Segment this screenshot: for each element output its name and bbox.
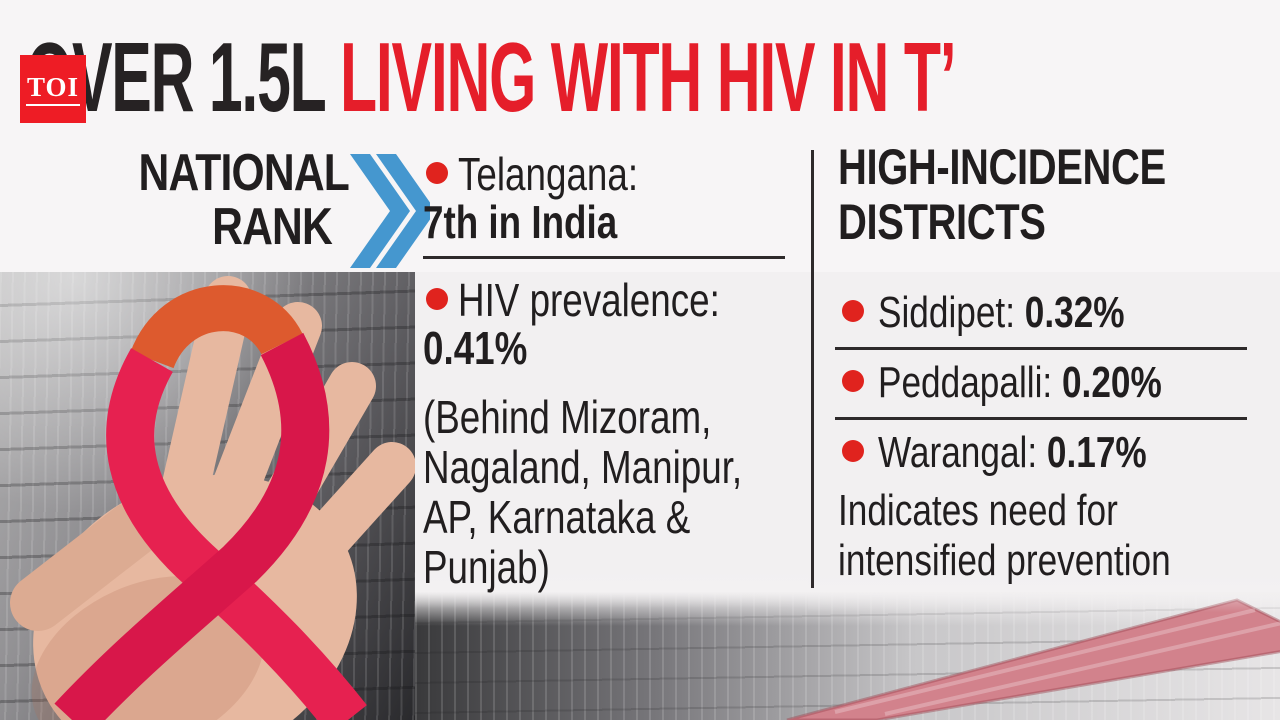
- bullet-red-dot-icon: [842, 440, 864, 462]
- bullet-red-dot-icon: [426, 162, 448, 184]
- hand-red-ribbon-photo: [0, 268, 415, 720]
- top-panel: [0, 0, 1280, 272]
- hand-red-ribbon-illustration: [10, 276, 415, 720]
- stat-telangana-value: 7th in India: [423, 196, 618, 248]
- bullet-red-dot-icon: [426, 288, 448, 310]
- divider: [835, 347, 1247, 350]
- divider: [423, 256, 785, 259]
- district-row-peddapalli: Peddapalli: 0.20%: [878, 358, 1162, 407]
- page-title-red: LIVING WITH HIV IN T’: [324, 22, 957, 132]
- stat-prevalence-value: 0.41%: [423, 322, 528, 374]
- national-rank-label: NATIONAL RANK: [138, 144, 350, 256]
- district-row-siddipet: Siddipet: 0.32%: [878, 288, 1125, 337]
- bullet-red-dot-icon: [842, 300, 864, 322]
- double-chevron-right-icon: [350, 154, 430, 268]
- stat-telangana-label: Telangana:: [458, 148, 639, 200]
- toi-logo-text: TOI: [25, 72, 81, 106]
- middle-panel: [415, 272, 808, 608]
- page-title: OVER 1.5L LIVING WITH HIV IN T’: [26, 28, 957, 126]
- divider: [835, 417, 1247, 420]
- districts-title: HIGH-INCIDENCE DISTRICTS: [838, 139, 1166, 250]
- pink-ribbon-icon: [786, 598, 1280, 720]
- column-divider: [811, 150, 814, 588]
- red-ribbon-icon: [54, 285, 367, 720]
- rank-note: (Behind Mizoram, Nagaland, Manipur, AP, …: [423, 391, 743, 593]
- districts-footnote: Indicates need for intensified preventio…: [838, 486, 1171, 585]
- district-row-warangal: Warangal: 0.17%: [878, 428, 1147, 477]
- right-panel: [808, 272, 1280, 612]
- toi-logo: TOI: [20, 55, 86, 123]
- bullet-red-dot-icon: [842, 370, 864, 392]
- stat-prevalence-label: HIV prevalence:: [458, 274, 720, 326]
